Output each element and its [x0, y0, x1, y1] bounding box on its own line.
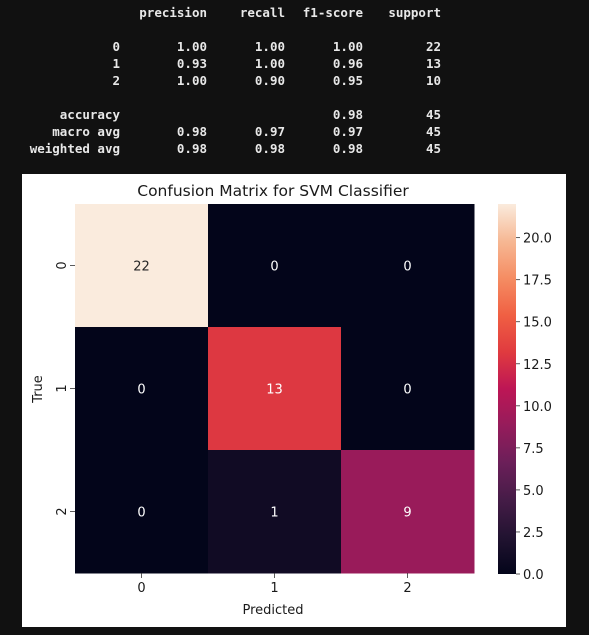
report-cell-precision: 0.93 — [176, 56, 207, 71]
report-cell-support: 45 — [425, 124, 441, 139]
colorbar — [498, 204, 516, 574]
colorbar-tick-label: 20.0 — [523, 232, 552, 247]
y-axis-label: True — [31, 375, 46, 404]
report-cell-f1: 0.98 — [332, 107, 363, 122]
report-cell-precision: 0.98 — [176, 141, 207, 156]
confusion-matrix-figure: Confusion Matrix for SVM Classifier 22 0 0… — [22, 174, 566, 627]
colorbar-tick-label: 10.0 — [523, 400, 552, 415]
report-cell-f1: 1.00 — [332, 39, 363, 54]
y-tick-label: 0 — [55, 261, 70, 269]
x-tick-label: 2 — [403, 581, 411, 596]
header-precision: precision — [139, 5, 207, 20]
x-tick-label: 0 — [137, 581, 145, 596]
heatmap-cell — [208, 204, 342, 328]
header-support: support — [388, 5, 441, 20]
colorbar-tick-label: 5.0 — [523, 484, 544, 499]
heatmap-cell — [75, 327, 209, 451]
report-cell-f1: 0.95 — [332, 73, 363, 88]
colorbar-tick-label: 12.5 — [523, 358, 552, 373]
report-cell-recall: 1.00 — [254, 56, 285, 71]
x-axis-label: Predicted — [242, 603, 303, 618]
colorbar-tick-label: 2.5 — [523, 526, 544, 541]
heatmap-cell-value: 9 — [403, 506, 411, 521]
heatmap-cell — [341, 327, 475, 451]
chart-title: Confusion Matrix for SVM Classifier — [137, 182, 409, 200]
classification-report: precision recall f1-score support 0 1.00 1.00 1… — [0, 0, 589, 170]
report-cell-support: 22 — [425, 39, 441, 54]
heatmap-cell — [208, 327, 342, 451]
confusion-matrix-chart: Confusion Matrix for SVM Classifier 22 0 0… — [31, 182, 552, 618]
header-f1-score: f1-score — [302, 5, 363, 20]
report-cell-recall: 0.90 — [254, 73, 285, 88]
colorbar-tick-label: 7.5 — [523, 442, 544, 457]
y-tick-label: 2 — [55, 507, 70, 515]
heatmap-cell-value: 1 — [270, 506, 278, 521]
heatmap-cell — [341, 450, 475, 574]
x-tick-label: 1 — [270, 581, 278, 596]
report-cell-recall: 0.97 — [254, 124, 285, 139]
y-tick-label: 1 — [55, 384, 70, 392]
report-cell-f1: 0.97 — [332, 124, 363, 139]
report-row-label: accuracy — [59, 107, 120, 122]
report-cell-support: 10 — [425, 73, 441, 88]
heatmap-cell-value: 22 — [133, 260, 150, 275]
report-cell-recall: 1.00 — [254, 39, 285, 54]
report-cell-f1: 0.98 — [332, 141, 363, 156]
report-cell-support: 13 — [425, 56, 441, 71]
heatmap-cell — [75, 450, 209, 574]
colorbar-tick-label: 15.0 — [523, 316, 552, 331]
heatmap-cell-value: 0 — [270, 260, 278, 275]
report-cell-support: 45 — [425, 107, 441, 122]
report-cell-f1: 0.96 — [332, 56, 363, 71]
report-cell-support: 45 — [425, 141, 441, 156]
report-row-label: 1 — [112, 56, 120, 71]
heatmap-cell-value: 0 — [137, 383, 145, 398]
colorbar-tick-label: 17.5 — [523, 274, 552, 289]
report-row-label: weighted avg — [29, 141, 120, 156]
report-cell-precision: 0.98 — [176, 124, 207, 139]
heatmap-cell — [208, 450, 342, 574]
heatmap-cell-value: 0 — [403, 260, 411, 275]
heatmap-cell-value: 13 — [266, 383, 283, 398]
report-cell-recall: 0.98 — [254, 141, 285, 156]
report-row-label: macro avg — [52, 124, 120, 139]
colorbar-tick-label: 0.0 — [523, 568, 544, 583]
heatmap-cell — [341, 204, 475, 328]
report-cell-precision: 1.00 — [176, 39, 207, 54]
heatmap-cell — [75, 204, 209, 328]
heatmap-cell-value: 0 — [403, 383, 411, 398]
heatmap-cell-value: 0 — [137, 506, 145, 521]
header-recall: recall — [239, 5, 285, 20]
report-row-label: 0 — [112, 39, 120, 54]
report-row-label: 2 — [112, 73, 120, 88]
report-cell-precision: 1.00 — [176, 73, 207, 88]
